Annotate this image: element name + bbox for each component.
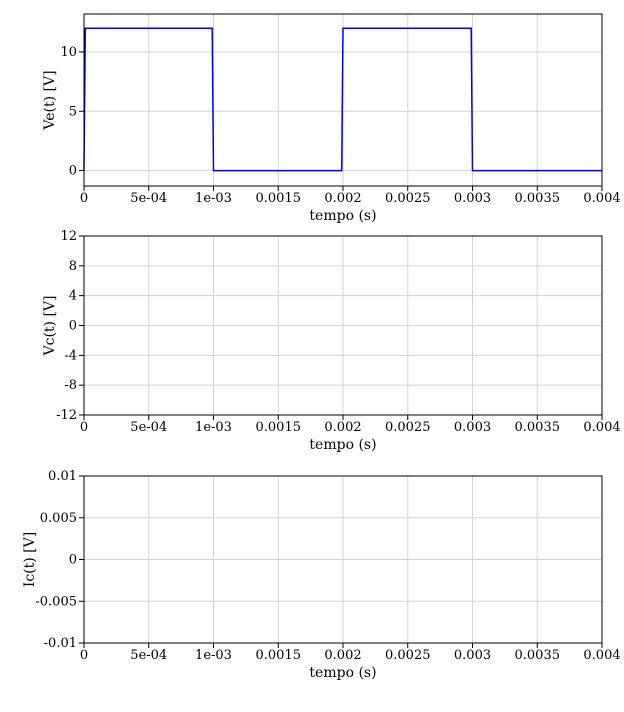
ic-y-tick-label: -0.01	[44, 636, 77, 651]
vc-ticks: 0 5e-04 1e-03 0.0015 0.002 0.0025 0.003 0.0035 0…	[56, 229, 621, 435]
vc-y-tick-label: -8	[64, 378, 77, 393]
ve-x-tick-label: 0	[80, 191, 88, 206]
ve-y-tick-label: 5	[69, 104, 77, 119]
vc-x-tick-label: 5e-04	[130, 420, 167, 435]
ic-x-tick-label: 0.002	[324, 648, 361, 663]
ve-x-tick-label: 1e-03	[195, 191, 232, 206]
ve-series-line	[83, 27, 602, 172]
vc-y-tick-label: 8	[69, 259, 77, 274]
ic-y-axis-label: Ic(t) [V]	[22, 532, 38, 587]
vc-x-tick-label: 0.002	[324, 420, 361, 435]
vc-x-tick-label: 1e-03	[195, 420, 232, 435]
vc-y-tick-label: 4	[69, 289, 77, 304]
vc-x-tick-label: 0.003	[454, 420, 491, 435]
vc-x-tick-label: 0.0035	[515, 420, 561, 435]
ic-x-tick-label: 0.004	[583, 648, 620, 663]
ve-x-tick-label: 0.0025	[385, 191, 431, 206]
ic-y-tick-label: 0.01	[48, 469, 77, 484]
chart-vc: 0 5e-04 1e-03 0.0015 0.002 0.0025 0.003 0.0035 0…	[42, 229, 621, 453]
ic-x-tick-label: 0.0035	[515, 648, 561, 663]
ic-x-tick-label: 0.0015	[256, 648, 302, 663]
ve-x-tick-label: 0.003	[454, 191, 491, 206]
ve-x-tick-label: 0.002	[324, 191, 361, 206]
vc-y-axis-label: Vc(t) [V]	[42, 296, 58, 357]
ic-y-tick-label: -0.005	[35, 594, 77, 609]
ve-x-tick-label: 0.0035	[515, 191, 561, 206]
vc-x-axis-label: tempo (s)	[309, 437, 376, 453]
ic-y-tick-label: 0	[69, 553, 77, 568]
ic-x-tick-label: 0.0025	[385, 648, 431, 663]
ve-ticks: 0 5e-04 1e-03 0.0015 0.002 0.0025 0.003 0.0035 0…	[60, 45, 620, 206]
ve-x-tick-label: 5e-04	[130, 191, 167, 206]
ve-x-tick-label: 0.004	[583, 191, 620, 206]
vc-x-tick-label: 0.004	[583, 420, 620, 435]
ve-x-tick-label: 0.0015	[256, 191, 302, 206]
ve-y-axis-label: Ve(t) [V]	[42, 70, 58, 130]
chart-ve: 0 5e-04 1e-03 0.0015 0.002 0.0025 0.003 0.0035 0…	[42, 13, 621, 224]
ic-ticks: 0 5e-04 1e-03 0.0015 0.002 0.0025 0.003 0.0035 0…	[35, 469, 620, 663]
ic-y-tick-label: 0.005	[40, 511, 77, 526]
vc-y-tick-label: -12	[56, 408, 77, 423]
ic-x-tick-label: 0	[80, 648, 88, 663]
vc-y-tick-label: 12	[60, 229, 77, 244]
ve-series	[83, 27, 602, 172]
ic-x-tick-label: 5e-04	[130, 648, 167, 663]
vc-x-tick-label: 0.0015	[256, 420, 302, 435]
vc-y-tick-label: 0	[69, 319, 77, 334]
vc-x-tick-label: 0.0025	[385, 420, 431, 435]
ic-x-tick-label: 0.003	[454, 648, 491, 663]
vc-y-tick-label: -4	[64, 348, 77, 363]
ve-x-axis-label: tempo (s)	[309, 208, 376, 224]
ve-y-tick-label: 0	[69, 164, 77, 179]
ic-x-tick-label: 1e-03	[195, 648, 232, 663]
vc-x-tick-label: 0	[80, 420, 88, 435]
ve-y-tick-label: 10	[60, 45, 77, 60]
chart-ic: 0 5e-04 1e-03 0.0015 0.002 0.0025 0.003 0.0035 0…	[22, 469, 621, 681]
ic-x-axis-label: tempo (s)	[309, 665, 376, 681]
